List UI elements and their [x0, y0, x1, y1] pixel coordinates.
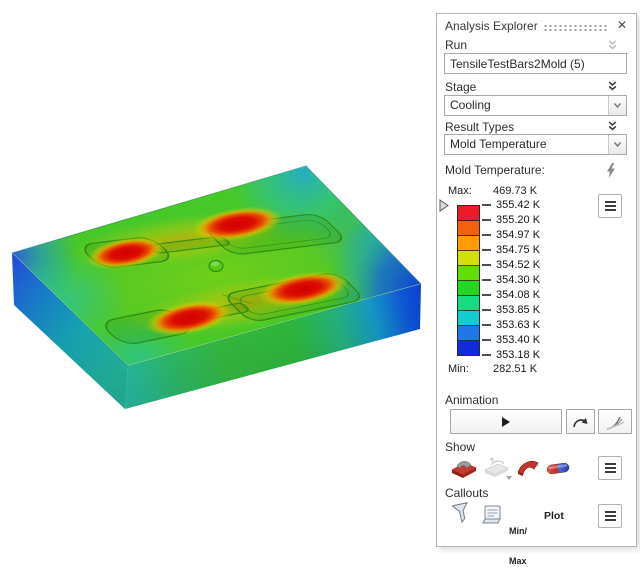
result-types-label: Result Types — [445, 120, 515, 134]
hot-spot — [191, 206, 283, 242]
show-label: Show — [445, 440, 476, 454]
callout-plot-button[interactable]: Plot — [544, 510, 564, 522]
dropdown-arrow-icon[interactable] — [608, 96, 626, 115]
callout-note-icon — [482, 505, 501, 524]
legend-tick: 353.40 K — [482, 334, 540, 346]
replay-icon — [573, 417, 588, 427]
show-part-button[interactable] — [450, 455, 478, 481]
legend-max-label: Max: — [448, 185, 472, 197]
legend-ticks: 355.42 K 355.20 K 354.97 K 354.75 K 354.52 K… — [482, 199, 602, 361]
legend-band — [458, 236, 479, 251]
legend-band — [458, 206, 479, 221]
callout-flag-button[interactable] — [452, 501, 472, 527]
callout-flag-icon — [452, 502, 468, 524]
legend-tick: 355.20 K — [482, 214, 540, 226]
legend-tick: 354.97 K — [482, 229, 540, 241]
legend-tick: 353.18 K — [482, 349, 540, 361]
panel-title: Analysis Explorer — [445, 19, 538, 33]
viewport-3d[interactable] — [0, 0, 436, 557]
collapse-chevron-icon[interactable] — [607, 81, 618, 92]
legend-band — [458, 341, 479, 355]
legend-tick: 354.52 K — [482, 259, 540, 271]
legend-band — [458, 281, 479, 296]
stage-label: Stage — [445, 80, 477, 94]
animation-curve-icon — [606, 416, 625, 430]
legend-min-label: Min: — [448, 363, 469, 375]
legend-tick: 354.08 K — [482, 289, 540, 301]
legend-tick: 354.30 K — [482, 274, 540, 286]
legend-min-value: 282.51 K — [493, 363, 538, 375]
show-warp-button[interactable] — [515, 455, 541, 481]
result-types-dropdown[interactable]: Mold Temperature — [444, 134, 627, 155]
legend-band — [458, 251, 479, 266]
dropdown-arrow-icon[interactable] — [608, 135, 626, 154]
replay-button[interactable] — [566, 409, 595, 434]
show-warp-icon — [517, 461, 540, 476]
run-label: Run — [445, 38, 468, 52]
lightning-icon[interactable] — [605, 163, 617, 179]
play-icon — [502, 416, 510, 427]
show-feed-system-icon — [484, 457, 512, 480]
run-input[interactable]: TensileTestBars2Mold (5) — [444, 53, 627, 74]
show-probe-button[interactable] — [544, 455, 572, 481]
legend-band — [458, 266, 479, 281]
animation-label: Animation — [445, 393, 499, 407]
minmax-label-line2: Max — [509, 556, 527, 566]
stage-dropdown[interactable]: Cooling — [444, 95, 627, 116]
minmax-label-line1: Min/ — [509, 526, 527, 536]
legend-menu-icon[interactable] — [598, 194, 622, 218]
hot-spot — [145, 300, 233, 336]
close-icon[interactable]: ✕ — [616, 18, 628, 32]
callouts-label: Callouts — [445, 486, 489, 500]
scale-pointer-icon[interactable] — [439, 199, 450, 212]
callout-minmax-button[interactable]: Min/ Max — [509, 506, 527, 586]
callout-note-button[interactable] — [480, 502, 502, 527]
collapse-chevron-icon[interactable] — [607, 121, 618, 132]
result-types-value: Mold Temperature — [450, 137, 547, 151]
callouts-menu-icon[interactable] — [598, 504, 622, 528]
play-button[interactable] — [450, 409, 562, 434]
legend-bands — [457, 205, 480, 356]
stage-value: Cooling — [450, 98, 491, 112]
legend-tick: 353.63 K — [482, 319, 540, 331]
animation-curve-button[interactable] — [598, 409, 632, 434]
legend-band — [458, 311, 479, 326]
legend-band — [458, 326, 479, 341]
mold-temperature-model — [11, 165, 422, 409]
legend-tick: 353.85 K — [482, 304, 540, 316]
show-menu-icon[interactable] — [598, 456, 622, 480]
analysis-explorer-panel: Analysis Explorer ✕ Run TensileTestBars2… — [436, 13, 637, 566]
hot-spot — [257, 271, 349, 307]
legend-tick: 354.75 K — [482, 244, 540, 256]
show-feed-system-button[interactable] — [482, 455, 512, 481]
show-probe-icon — [546, 462, 570, 475]
legend-title: Mold Temperature: — [445, 163, 545, 177]
sprue — [208, 259, 224, 273]
show-part-icon — [451, 461, 477, 478]
legend-max-value: 469.73 K — [493, 185, 538, 197]
legend-band — [458, 221, 479, 236]
legend-band — [458, 296, 479, 311]
collapse-chevron-icon[interactable] — [607, 40, 618, 51]
legend-tick: 355.42 K — [482, 199, 540, 211]
drag-handle-dots[interactable] — [543, 24, 609, 31]
hot-spot — [86, 236, 166, 270]
